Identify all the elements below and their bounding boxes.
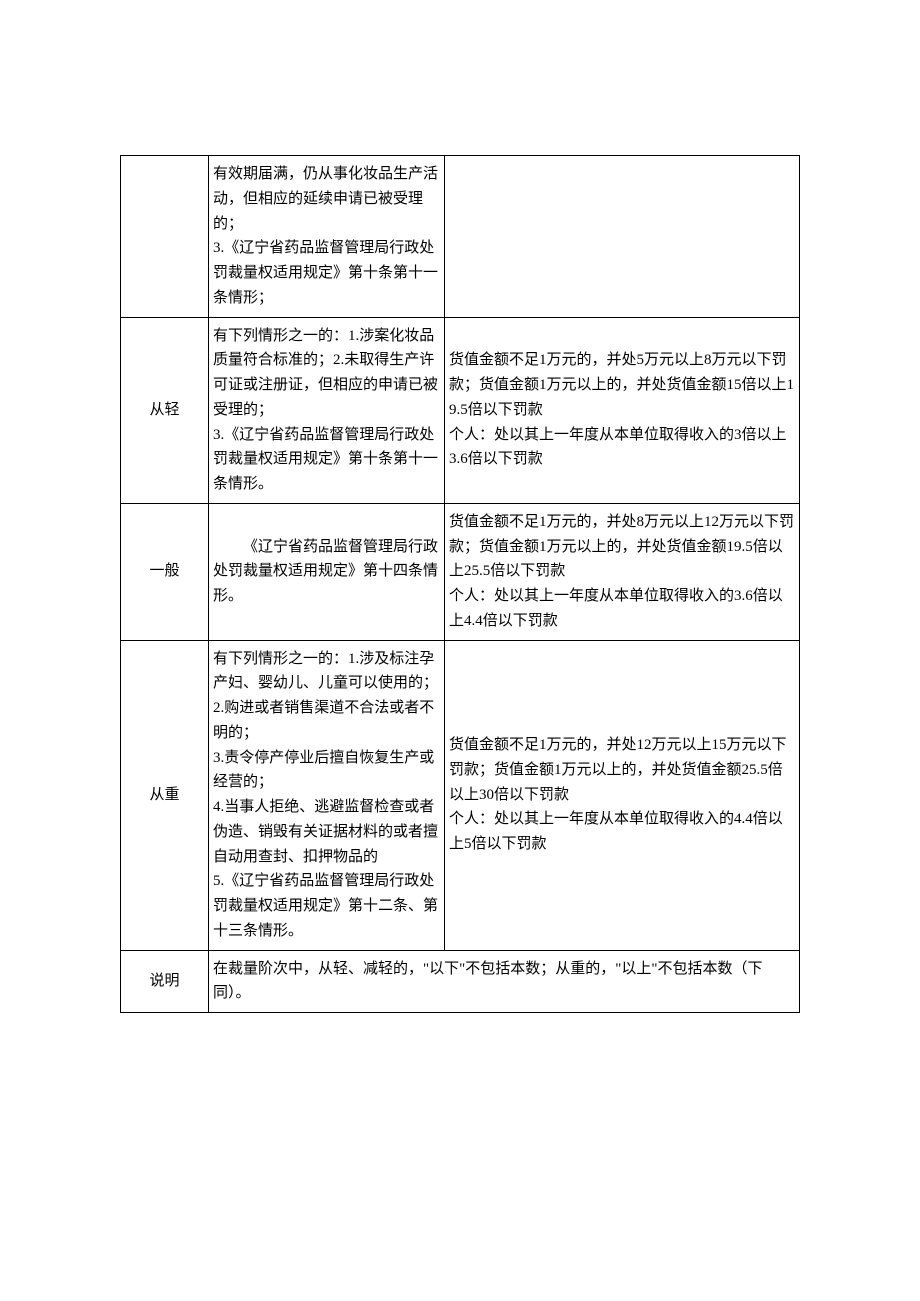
cell-penalty bbox=[445, 156, 800, 318]
cell-condition-text: 《辽宁省药品监督管理局行政处罚裁量权适用规定》第十四条情形。 bbox=[213, 535, 440, 609]
penalty-table: 有效期届满，仍从事化妆品生产活动，但相应的延续申请已被受理的；3.《辽宁省药品监… bbox=[120, 155, 800, 1013]
cell-level: 从重 bbox=[121, 640, 209, 950]
cell-note: 在裁量阶次中，从轻、减轻的，"以下"不包括本数；从重的，"以上"不包括本数（下同… bbox=[209, 950, 800, 1013]
cell-condition: 《辽宁省药品监督管理局行政处罚裁量权适用规定》第十四条情形。 bbox=[209, 503, 445, 640]
cell-level: 从轻 bbox=[121, 317, 209, 503]
table-row: 一般 《辽宁省药品监督管理局行政处罚裁量权适用规定》第十四条情形。 货值金额不足… bbox=[121, 503, 800, 640]
cell-penalty: 货值金额不足1万元的，并处5万元以上8万元以下罚款；货值金额1万元以上的，并处货… bbox=[445, 317, 800, 503]
cell-penalty: 货值金额不足1万元的，并处8万元以上12万元以下罚款；货值金额1万元以上的，并处… bbox=[445, 503, 800, 640]
table-row: 从重 有下列情形之一的：1.涉及标注孕产妇、婴幼儿、儿童可以使用的；2.购进或者… bbox=[121, 640, 800, 950]
cell-condition: 有效期届满，仍从事化妆品生产活动，但相应的延续申请已被受理的；3.《辽宁省药品监… bbox=[209, 156, 445, 318]
table-row: 有效期届满，仍从事化妆品生产活动，但相应的延续申请已被受理的；3.《辽宁省药品监… bbox=[121, 156, 800, 318]
table-row: 说明 在裁量阶次中，从轻、减轻的，"以下"不包括本数；从重的，"以上"不包括本数… bbox=[121, 950, 800, 1013]
cell-condition: 有下列情形之一的：1.涉及标注孕产妇、婴幼儿、儿童可以使用的；2.购进或者销售渠… bbox=[209, 640, 445, 950]
cell-level bbox=[121, 156, 209, 318]
table-row: 从轻 有下列情形之一的：1.涉案化妆品质量符合标准的；2.未取得生产许可证或注册… bbox=[121, 317, 800, 503]
cell-level: 说明 bbox=[121, 950, 209, 1013]
cell-penalty: 货值金额不足1万元的，并处12万元以上15万元以下罚款；货值金额1万元以上的，并… bbox=[445, 640, 800, 950]
cell-level: 一般 bbox=[121, 503, 209, 640]
cell-condition: 有下列情形之一的：1.涉案化妆品质量符合标准的；2.未取得生产许可证或注册证，但… bbox=[209, 317, 445, 503]
